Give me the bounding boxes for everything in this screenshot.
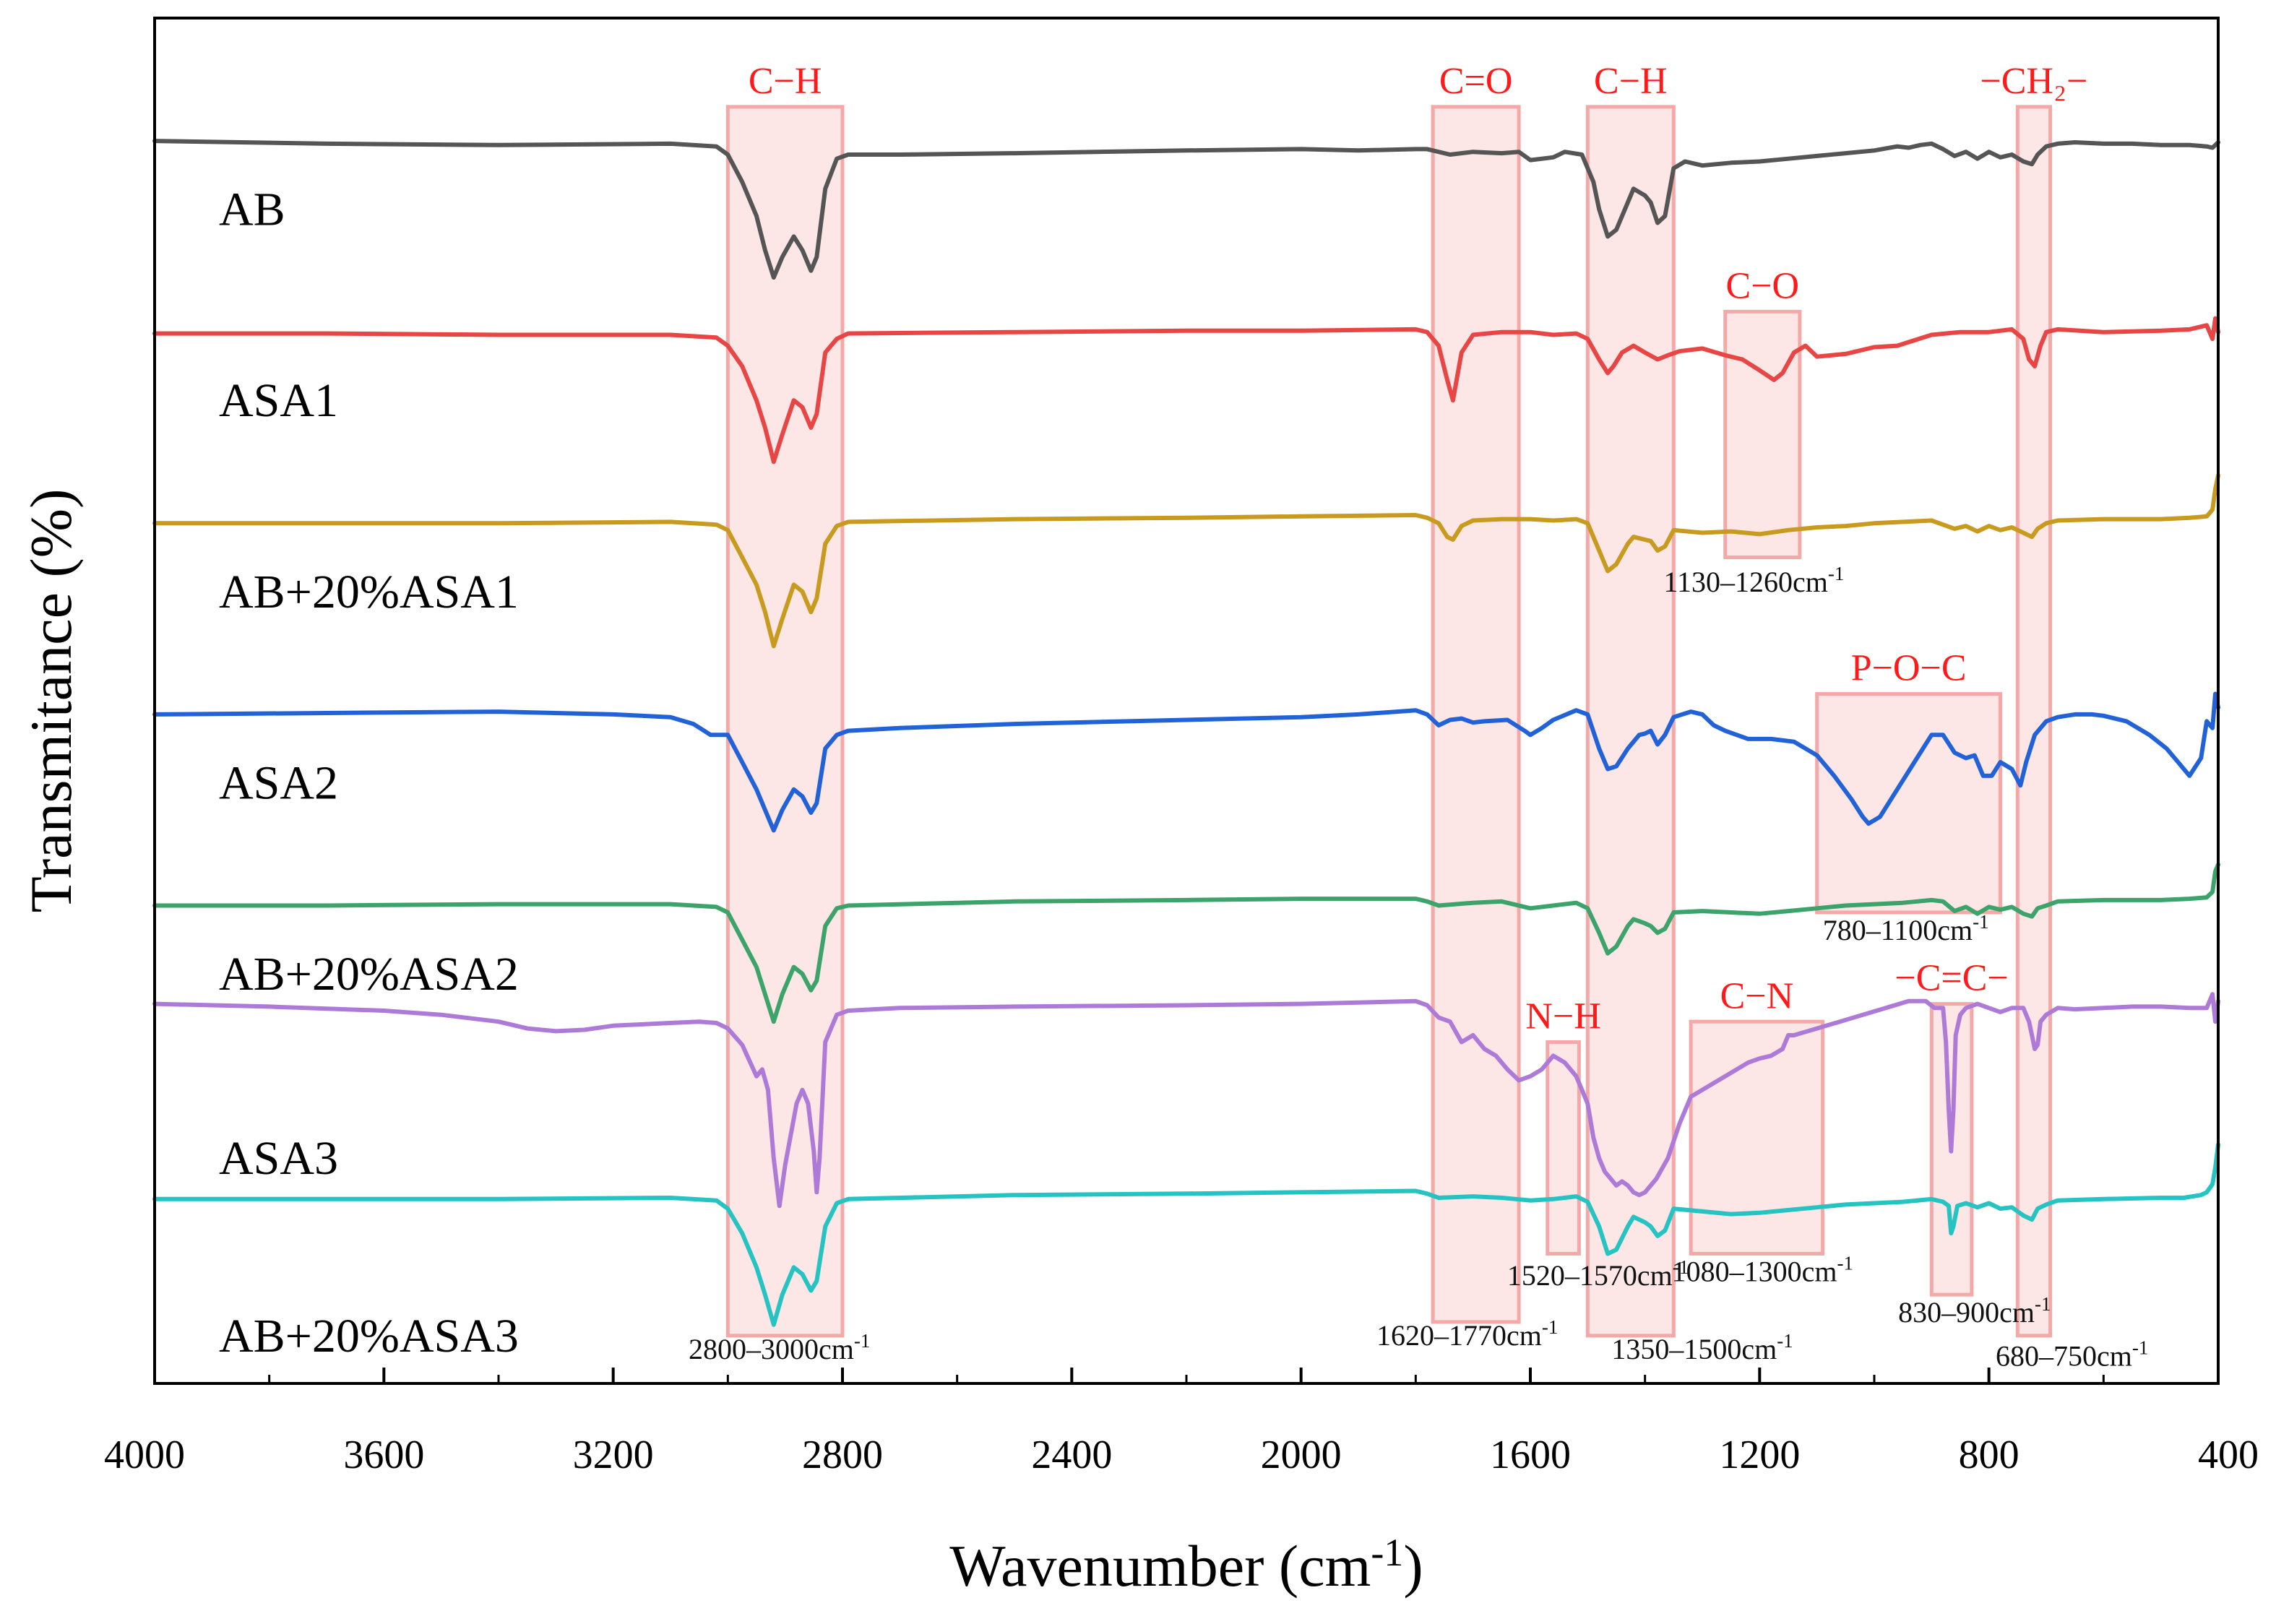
series-label-asa2: ASA2 [219, 756, 338, 809]
range-label-n-h: 1520–1570cm-1 [1507, 1256, 1689, 1292]
band-label-c-c-double: −C=C− [1894, 958, 2008, 999]
x-tick-label: 2400 [1031, 1433, 1112, 1477]
series-line-asa2 [152, 691, 2220, 833]
range-label-sup: -1 [1828, 563, 1845, 584]
series-line-asa3 [152, 992, 2220, 1209]
band-label-c-o: C−O [1726, 265, 1800, 306]
x-axis-title: Wavenumber (cm-1) [949, 1531, 1423, 1599]
band-label-co-double: C=O [1439, 61, 1513, 102]
x-tick-label: 3200 [573, 1433, 654, 1477]
x-tick-label: 3600 [343, 1433, 424, 1477]
series-label-asa1: ASA1 [219, 374, 338, 427]
series-label-ab-20-asa3: AB+20%ASA3 [219, 1310, 519, 1362]
x-axis-title-close: ) [1403, 1533, 1423, 1599]
series-label-ab-20-asa1: AB+20%ASA1 [219, 566, 519, 618]
range-label-text: 780–1100cm [1823, 914, 1973, 946]
series-line-ab [152, 139, 2220, 280]
range-label-sup: -1 [2132, 1336, 2149, 1358]
range-label-co-double: 1620–1770cm-1 [1376, 1316, 1558, 1352]
range-label-text: 1350–1500cm [1611, 1333, 1777, 1365]
range-label-text: 1080–1300cm [1672, 1255, 1837, 1287]
range-label-text: 830–900cm [1898, 1296, 2035, 1329]
range-label-c-n: 1080–1300cm-1 [1672, 1252, 1853, 1287]
range-label-c-c-double: 830–900cm-1 [1898, 1293, 2051, 1329]
range-label-sup: -1 [1777, 1330, 1793, 1352]
series-lines [152, 139, 2220, 1327]
series-label-asa3: ASA3 [219, 1132, 338, 1185]
range-label-sup: -1 [1973, 911, 1989, 933]
band-label-p-o-c: P−O−C [1851, 648, 1967, 689]
band-label-ch-bend: C−H [1594, 61, 1668, 102]
annotation-labels: C−H2800–3000cm-1C=O1620–1770cm-1C−H1350–… [689, 61, 2148, 1372]
range-label-ch-stretch: 2800–3000cm-1 [689, 1330, 870, 1365]
series-line-ab-20-asa2 [152, 862, 2220, 1024]
x-tick-label: 1200 [1719, 1433, 1800, 1477]
x-axis-title-sup: -1 [1371, 1531, 1403, 1574]
series-line-ab-20-asa3 [152, 1142, 2220, 1327]
band-c-o [1723, 309, 1802, 560]
range-label-sup: -1 [1837, 1252, 1853, 1274]
x-tick-label: 4000 [104, 1433, 185, 1477]
band-c-n [1689, 1019, 1825, 1256]
band-label-ch-stretch: C−H [749, 61, 822, 102]
range-label-ch2: 680–750cm-1 [1996, 1336, 2148, 1372]
series-label-ab-20-asa2: AB+20%ASA2 [219, 948, 519, 1001]
range-label-sup: -1 [1673, 1256, 1689, 1278]
series-line-ab-20-asa1 [152, 473, 2220, 649]
range-label-text: 680–750cm [1996, 1339, 2132, 1372]
range-label-text: 1130–1260cm [1663, 566, 1827, 598]
range-label-p-o-c: 780–1100cm-1 [1823, 911, 1989, 946]
range-label-sup: -1 [854, 1330, 871, 1352]
range-label-text: 1620–1770cm [1376, 1319, 1542, 1352]
band-ch-stretch [725, 105, 845, 1338]
y-axis-title: Transmitance (%) [18, 489, 84, 913]
x-tick-label: 1600 [1490, 1433, 1571, 1477]
range-label-text: 2800–3000cm [689, 1333, 854, 1365]
range-label-sup: -1 [2035, 1293, 2051, 1315]
series-label-ab: AB [219, 183, 285, 236]
series-line-asa1 [152, 316, 2220, 465]
range-label-c-o: 1130–1260cm-1 [1663, 563, 1844, 598]
range-label-sup: -1 [1542, 1316, 1559, 1338]
range-label-text: 1520–1570cm [1507, 1259, 1673, 1292]
annotation-bands [725, 105, 2053, 1338]
x-axis-ticks: 4000 3600 3200 2800 2400 2000 1600 1200 800 400 [104, 1368, 2259, 1477]
x-axis-title-main: Wavenumber (cm [949, 1533, 1371, 1599]
band-p-o-c [1815, 692, 2003, 915]
x-tick-label: 2800 [802, 1433, 883, 1477]
series-labels: AB ASA1 AB+20%ASA1 ASA2 AB+20%ASA2 ASA3 AB+20%… [219, 183, 519, 1362]
band-label-ch2: −CH₂− [1980, 61, 2087, 102]
range-label-ch-bend: 1350–1500cm-1 [1611, 1330, 1793, 1365]
x-tick-label: 800 [1959, 1433, 2019, 1477]
band-label-n-h: N−H [1525, 996, 1600, 1037]
band-n-h [1546, 1040, 1581, 1256]
band-co-double [1431, 105, 1521, 1324]
x-tick-label: 2000 [1261, 1433, 1342, 1477]
band-ch-bend [1585, 105, 1676, 1338]
x-tick-label: 400 [2198, 1433, 2259, 1477]
band-label-c-n: C−N [1720, 975, 1794, 1016]
